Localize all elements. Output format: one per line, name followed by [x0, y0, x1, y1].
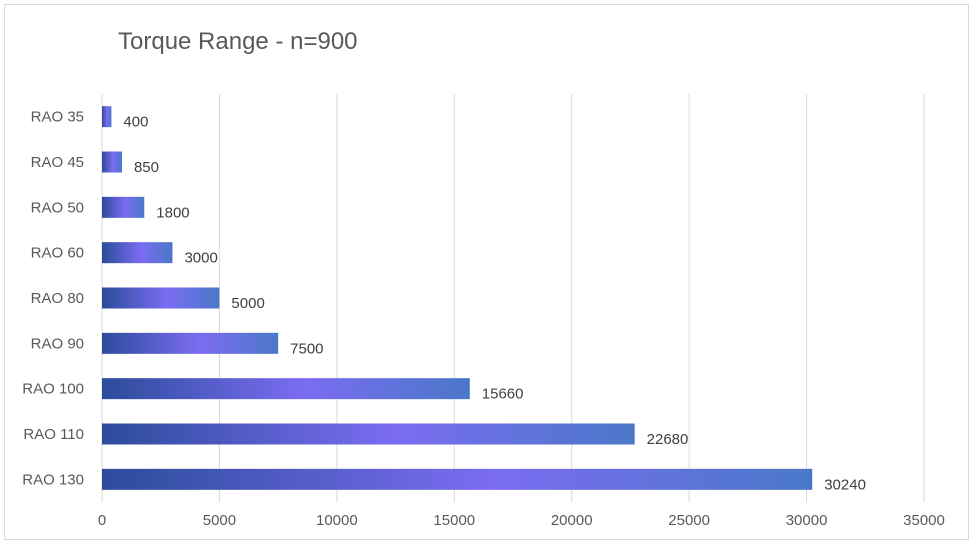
- category-label: RAO 35: [31, 109, 84, 126]
- x-tick-label: 35000: [903, 512, 945, 529]
- bar-rao-60: [102, 242, 173, 264]
- data-label: 400: [123, 114, 148, 131]
- bar-rao-100: [102, 378, 470, 400]
- data-label: 15660: [482, 386, 524, 403]
- category-label: RAO 100: [22, 381, 84, 398]
- x-tick-label: 25000: [668, 512, 710, 529]
- bar-rao-35: [102, 106, 112, 128]
- x-tick-label: 10000: [316, 512, 358, 529]
- x-tick-label: 0: [98, 512, 106, 529]
- data-label: 7500: [290, 340, 323, 357]
- chart-frame: [4, 4, 969, 540]
- x-tick-label: 5000: [203, 512, 236, 529]
- bar-rao-90: [102, 332, 279, 354]
- bar-rao-45: [102, 151, 122, 173]
- category-label: RAO 45: [31, 154, 84, 171]
- x-tick-label: 20000: [551, 512, 593, 529]
- category-label: RAO 80: [31, 290, 84, 307]
- chart-title: Torque Range - n=900: [118, 28, 358, 55]
- category-label: RAO 130: [22, 471, 84, 488]
- data-label: 30240: [824, 476, 866, 493]
- category-label: RAO 60: [31, 245, 84, 262]
- bar-rao-110: [102, 423, 635, 445]
- bar-rao-130: [102, 468, 813, 490]
- data-label: 3000: [184, 250, 217, 267]
- data-label: 22680: [647, 431, 689, 448]
- category-label: RAO 110: [23, 426, 84, 443]
- data-label: 1800: [156, 204, 189, 221]
- bar-rao-50: [102, 196, 145, 218]
- bar-rao-80: [102, 287, 220, 309]
- category-label: RAO 90: [31, 335, 84, 352]
- x-tick-label: 15000: [433, 512, 475, 529]
- x-tick-label: 30000: [786, 512, 828, 529]
- data-label: 5000: [231, 295, 264, 312]
- data-label: 850: [134, 159, 159, 176]
- labels: 0 5000 10000 15000 20000 25000 30000 35000 RAO 3…: [22, 109, 945, 529]
- bars: [102, 106, 813, 490]
- category-label: RAO 50: [31, 199, 84, 216]
